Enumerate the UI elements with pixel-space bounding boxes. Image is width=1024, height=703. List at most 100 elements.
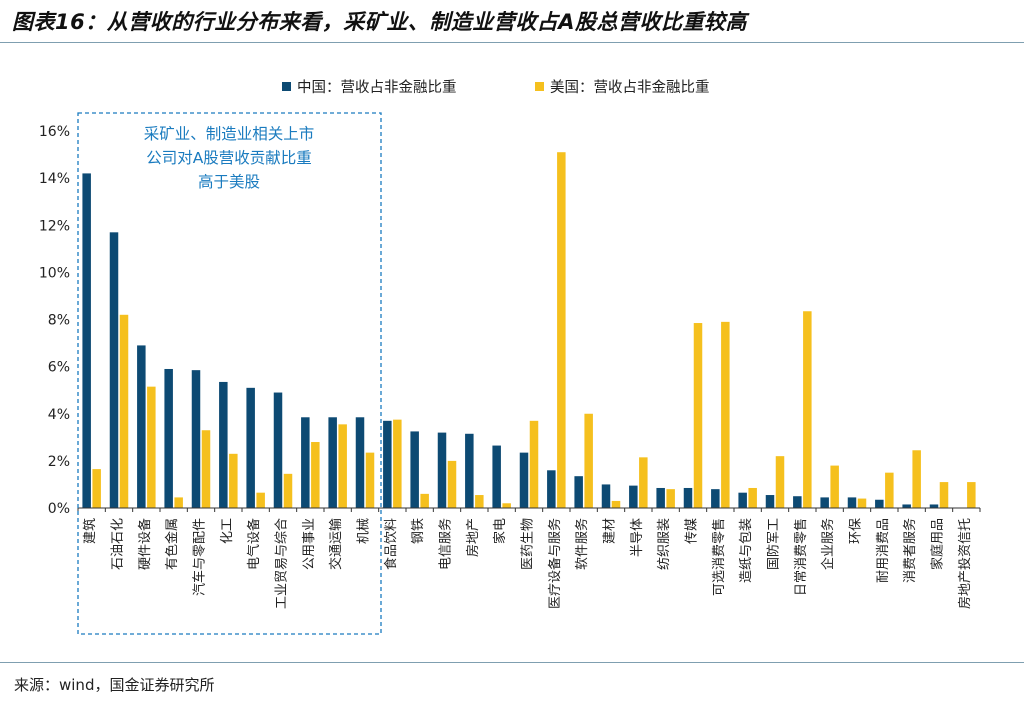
bar-china [765, 495, 775, 508]
x-category-label: 石油石化 [111, 518, 126, 570]
x-category-label: 半导体 [630, 518, 645, 557]
bar-usa [229, 453, 238, 508]
bar-china [437, 432, 447, 508]
y-tick-label: 10% [39, 265, 70, 281]
x-category-label: 汽车与零配件 [192, 518, 208, 596]
x-category-label: 家庭用品 [930, 518, 946, 570]
bar-usa [693, 323, 703, 508]
bar-china [355, 417, 365, 508]
y-tick-label: 4% [48, 407, 70, 423]
bar-usa [147, 386, 156, 508]
bar-china [492, 445, 501, 508]
x-category-label: 建筑 [82, 518, 98, 544]
x-category-label: 日常消费零售 [793, 518, 809, 596]
bar-usa [529, 420, 539, 508]
bar-china [601, 484, 611, 508]
x-category-label: 国防军工 [766, 518, 782, 570]
bar-china [519, 452, 529, 508]
bar-usa [803, 311, 812, 508]
bar-china [629, 485, 638, 508]
bar-china [410, 431, 419, 508]
bar-china [273, 392, 283, 508]
bar-usa [748, 487, 757, 508]
bar-china [929, 504, 939, 508]
bar-usa [119, 314, 129, 508]
x-category-label: 交通运输 [328, 518, 344, 570]
y-tick-label: 12% [39, 218, 70, 234]
bar-usa [885, 472, 894, 508]
bar-china [109, 232, 119, 508]
x-axis: 建筑 石油石化 硬件设备 有色金属 汽车与零配件 化工 电气设备 工业贸易与综合 公用事业 交通运… [77, 507, 981, 609]
bar-usa [939, 482, 949, 508]
x-category-label: 造纸与包装 [739, 518, 754, 583]
x-category-label: 传媒 [685, 518, 700, 544]
bar-china [328, 417, 337, 508]
title-divider [0, 42, 1024, 43]
x-category-label: 硬件设备 [137, 518, 153, 570]
y-axis: 0% 2% 4% 6% 8% 10% 12% 14% 16% [39, 124, 70, 517]
x-category-label: 环保 [849, 518, 864, 544]
bar-china [656, 487, 665, 508]
bar-usa [338, 424, 347, 508]
bar-china [137, 345, 146, 508]
x-category-label: 耐用消费品 [876, 518, 891, 583]
legend-label-china: 中国：营收占非金融比重 [297, 79, 457, 96]
bar-usa [775, 456, 785, 508]
bar-usa [830, 465, 839, 508]
bar-china [574, 476, 583, 508]
x-category-label: 食品饮料 [383, 518, 399, 570]
x-category-label: 钢铁 [411, 518, 426, 544]
bar-usa [365, 452, 375, 508]
annotation-text-line: 公司对A股营收贡献比重 [146, 149, 312, 167]
bar-usa [92, 469, 101, 508]
bar-usa [256, 492, 265, 508]
bar-usa [611, 500, 621, 508]
bar-usa [584, 413, 593, 508]
annotation-text-line: 高于美股 [198, 173, 260, 191]
page-title: 图表16：从营收的行业分布来看，采矿业、制造业营收占A股总营收比重较高 [12, 10, 747, 34]
bar-china [164, 368, 173, 508]
bar-china [711, 489, 720, 508]
bar-china [219, 381, 228, 508]
x-category-label: 可选消费零售 [711, 518, 727, 596]
y-tick-label: 16% [39, 124, 70, 140]
bar-china [383, 420, 392, 508]
y-tick-label: 14% [39, 171, 70, 187]
y-tick-label: 8% [48, 313, 70, 329]
source-note: 来源：wind，国金证券研究所 [14, 676, 215, 694]
x-category-label: 公用事业 [302, 518, 317, 570]
bar-usa [393, 419, 402, 508]
bar-usa [447, 460, 457, 509]
x-category-label: 企业服务 [820, 518, 836, 570]
source-divider [0, 662, 1024, 663]
x-category-label: 电信服务 [438, 518, 454, 570]
y-tick-label: 0% [48, 501, 70, 517]
x-category-label: 房地产投资信托 [957, 518, 973, 609]
bar-china [191, 370, 201, 508]
bar-usa [283, 473, 293, 508]
bar-usa [639, 457, 648, 508]
bar-china [875, 499, 884, 508]
bars-group [82, 152, 976, 509]
bar-china [902, 504, 911, 508]
bar-usa [174, 497, 183, 508]
bar-usa [857, 498, 867, 508]
x-category-label: 消费者服务 [902, 518, 918, 583]
bar-usa [666, 489, 675, 508]
x-category-label: 建材 [603, 518, 618, 544]
bar-china [847, 497, 857, 508]
chart-legend: 中国：营收占非金融比重 美国：营收占非金融比重 [282, 79, 710, 96]
bar-chart: 中国：营收占非金融比重 美国：营收占非金融比重 0% 2% 4% 6% 8% 10% 12% 1… [39, 79, 981, 635]
bar-usa [502, 503, 511, 508]
bar-usa [557, 152, 566, 508]
bar-usa [967, 482, 976, 508]
x-category-label: 医疗设备与服务 [547, 518, 563, 609]
x-category-label: 医药生物 [521, 518, 536, 570]
x-category-label: 软件服务 [574, 518, 590, 570]
x-category-label: 化工 [220, 518, 235, 544]
annotation-text-line: 采矿业、制造业相关上市 [144, 125, 315, 143]
legend-swatch-usa [535, 82, 544, 91]
bar-usa [311, 442, 320, 508]
bar-china [301, 417, 310, 508]
